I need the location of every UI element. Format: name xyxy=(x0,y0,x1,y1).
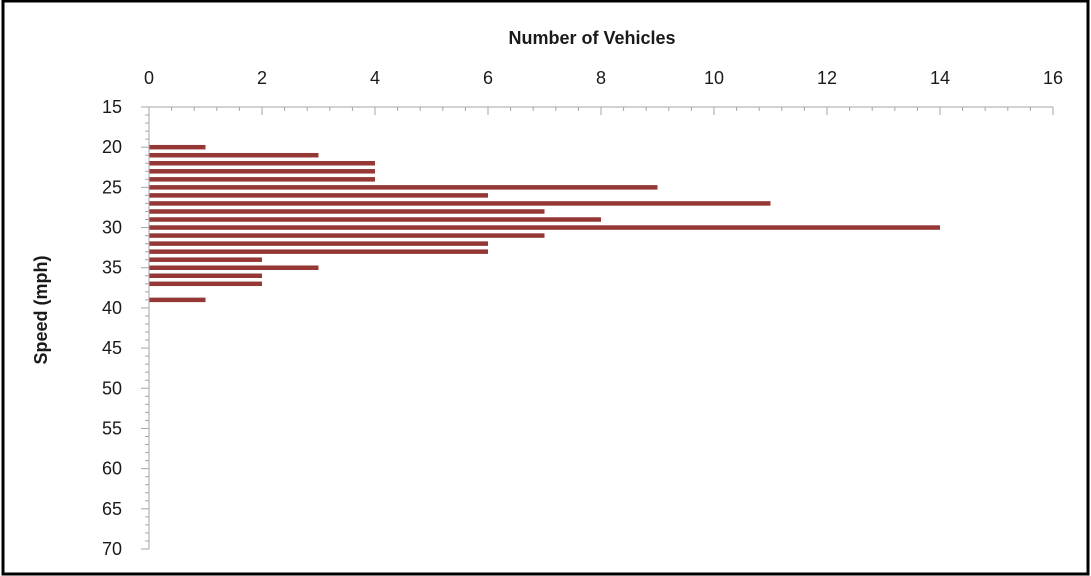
y-tick-label-20: 20 xyxy=(102,137,122,157)
bar-speed-34 xyxy=(149,257,262,262)
x-tick-label-0: 0 xyxy=(144,68,154,88)
y-tick-label-50: 50 xyxy=(102,378,122,398)
bar-speed-33 xyxy=(149,249,488,254)
bar-speed-29 xyxy=(149,217,601,222)
bar-speed-27 xyxy=(149,201,771,206)
y-tick-label-40: 40 xyxy=(102,298,122,318)
bar-speed-30 xyxy=(149,225,940,230)
x-axis-title: Number of Vehicles xyxy=(508,28,675,48)
x-tick-label-10: 10 xyxy=(704,68,724,88)
y-tick-label-15: 15 xyxy=(102,97,122,117)
bar-speed-31 xyxy=(149,233,545,238)
bar-speed-37 xyxy=(149,281,262,287)
x-tick-label-2: 2 xyxy=(257,68,267,88)
labels-layer: 0 2 4 6 8 10 12 14 16 15 20 25 30 35 40 45 50 55 60 65 70 xyxy=(102,68,1063,559)
y-tick-label-25: 25 xyxy=(102,177,122,197)
bar-speed-35 xyxy=(149,265,319,270)
bar-speed-21 xyxy=(149,152,319,158)
bar-speed-39 xyxy=(149,297,206,303)
x-tick-label-12: 12 xyxy=(817,68,837,88)
axes-layer xyxy=(141,106,1054,550)
bar-speed-32 xyxy=(149,241,488,246)
y-tick-label-70: 70 xyxy=(102,539,122,559)
x-tick-label-4: 4 xyxy=(370,68,380,88)
bar-speed-24 xyxy=(149,177,375,182)
x-tick-label-6: 6 xyxy=(483,68,493,88)
bar-speed-28 xyxy=(149,209,545,214)
bar-speed-22 xyxy=(149,161,375,166)
bar-speed-26 xyxy=(149,193,488,198)
x-tick-label-16: 16 xyxy=(1043,68,1063,88)
bar-speed-25 xyxy=(149,185,658,190)
x-tick-label-14: 14 xyxy=(930,68,950,88)
y-axis-title: Speed (mph) xyxy=(31,255,51,364)
bar-speed-23 xyxy=(149,169,375,174)
y-tick-label-55: 55 xyxy=(102,418,122,438)
bar-speed-36 xyxy=(149,273,262,279)
y-tick-label-65: 65 xyxy=(102,499,122,519)
y-tick-label-45: 45 xyxy=(102,338,122,358)
bars-layer xyxy=(149,144,940,303)
y-tick-label-60: 60 xyxy=(102,459,122,479)
bar-speed-20 xyxy=(149,144,206,150)
x-tick-label-8: 8 xyxy=(596,68,606,88)
y-tick-label-35: 35 xyxy=(102,258,122,278)
y-tick-label-30: 30 xyxy=(102,218,122,238)
